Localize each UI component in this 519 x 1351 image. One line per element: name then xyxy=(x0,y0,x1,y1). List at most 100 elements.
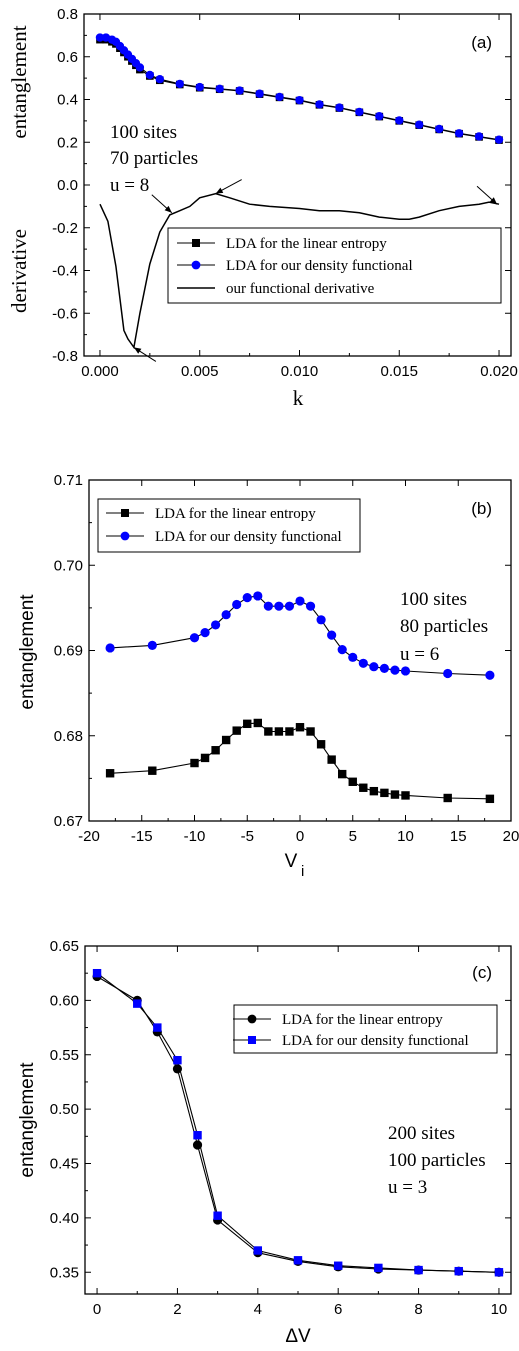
panel-c-annotation-particles: 100 particles xyxy=(388,1150,486,1171)
panel-c-point-lda-for-our-density-functional xyxy=(193,1131,202,1140)
panel-a-legend: LDA for the linear entropy LDA for our d… xyxy=(167,227,502,304)
panel-b-point-lda-for-our-density-functional xyxy=(200,627,210,638)
panel-a-ytick-label: -0.2 xyxy=(52,220,78,237)
panel-a-ytick-label: -0.6 xyxy=(52,305,78,322)
panel-b-point-lda-for-the-linear-entropy xyxy=(390,790,400,799)
panel-a-xtick-label: 0.020 xyxy=(480,363,518,380)
panel-c-point-lda-for-our-density-functional xyxy=(494,1268,504,1277)
panel-c-annotations: 200 sites 100 particles u = 3 xyxy=(388,1123,486,1198)
panel-b-point-lda-for-our-density-functional xyxy=(358,658,368,668)
panel-b-point-lda-for-the-linear-entropy xyxy=(359,783,368,792)
panel-a-xtick-label: 0.010 xyxy=(281,363,319,380)
panel-a-point-lda-for-our-density-functional xyxy=(145,70,155,80)
panel-b-annotation-particles: 80 particles xyxy=(400,616,488,637)
panel-c-plot-frame xyxy=(84,945,512,1295)
panel-c-point-lda-for-our-density-functional xyxy=(153,1023,162,1032)
panel-b-point-lda-for-our-density-functional xyxy=(348,652,358,662)
panel-b-point-lda-for-the-linear-entropy xyxy=(253,718,262,728)
panel-b-legend-box xyxy=(97,498,361,553)
panel-c-point-lda-for-our-density-functional xyxy=(213,1211,222,1220)
panel-c-point-lda-for-our-density-functional xyxy=(333,1261,343,1270)
panel-a-legend-label-linear-entropy: LDA for the linear entropy xyxy=(226,236,387,252)
panel-c-xtick-label: 0 xyxy=(93,1301,101,1318)
panel-c-point-lda-for-our-density-functional xyxy=(454,1266,463,1276)
panel-a-point-lda-for-our-density-functional xyxy=(434,124,444,134)
panel-b-point-lda-for-the-linear-entropy xyxy=(221,735,231,745)
panel-b-point-lda-for-our-density-functional xyxy=(390,665,400,675)
panel-b-point-lda-for-the-linear-entropy xyxy=(338,769,347,779)
panel-a-legend-label-density-functional: LDA for our density functional xyxy=(226,258,413,274)
panel-b-point-lda-for-our-density-functional xyxy=(263,601,273,611)
panel-b-point-lda-for-the-linear-entropy xyxy=(285,727,294,736)
panel-b-point-lda-for-the-linear-entropy xyxy=(485,794,495,804)
panel-a-ytick-label: 0.0 xyxy=(57,177,78,194)
panel-b-point-lda-for-the-linear-entropy xyxy=(200,753,210,763)
panel-a-point-lda-for-our-density-functional xyxy=(255,89,264,98)
panel-b-xtick-label: 20 xyxy=(503,828,519,845)
panel-b-point-lda-for-the-linear-entropy xyxy=(295,723,305,732)
panel-c-point-lda-for-our-density-functional xyxy=(173,1055,182,1065)
panel-b-xtick-label: -5 xyxy=(241,828,254,845)
panel-b-point-lda-for-our-density-functional xyxy=(221,610,231,620)
panel-a-point-lda-for-our-density-functional xyxy=(335,103,344,112)
panel-a-xlabel: k xyxy=(293,386,304,410)
panel-c-point-lda-for-our-density-functional xyxy=(253,1246,263,1255)
panel-b-annotation-u: u = 6 xyxy=(400,644,439,665)
panel-a-point-lda-for-our-density-functional xyxy=(395,116,404,125)
panel-b-annotation-sites: 100 sites xyxy=(400,589,467,610)
panel-a-ytick-label: 0.8 xyxy=(57,6,78,23)
panel-c-ytick-label: 0.60 xyxy=(50,992,79,1009)
panel-a-arrow-head xyxy=(164,205,172,213)
panel-b-point-lda-for-the-linear-entropy xyxy=(243,719,252,729)
panel-c-legend-marker-lda-for-the-linear-entropy xyxy=(247,1014,257,1024)
panel-a-annotation-sites: 100 sites xyxy=(110,122,177,143)
panel-c-xlabel: ΔV xyxy=(285,1326,311,1347)
panel-a-arrow-head xyxy=(489,197,497,205)
panel-b-xtick-label: -15 xyxy=(131,828,153,845)
panel-b-xtick-label: 15 xyxy=(450,828,467,845)
panel-a-ytick-label: 0.2 xyxy=(57,134,78,151)
panel-c-ytick-label: 0.45 xyxy=(50,1156,79,1173)
panel-a-ylabel-top: entanglement xyxy=(7,25,31,138)
panel-a-point-lda-for-our-density-functional xyxy=(195,82,204,92)
panel-b-point-lda-for-our-density-functional xyxy=(189,633,200,643)
panel-c-xtick-label: 2 xyxy=(173,1301,181,1318)
panel-b-point-lda-for-the-linear-entropy xyxy=(327,755,336,764)
panel-b-ytick-label: 0.68 xyxy=(54,728,83,745)
panel-a-point-lda-for-our-density-functional xyxy=(235,86,244,95)
panel-a-ytick-label: -0.4 xyxy=(52,263,78,280)
panel-b-point-lda-for-the-linear-entropy xyxy=(401,791,410,800)
panel-c-chart: 0 2 4 6 8 100.350.400.450.500.550.600.65 (c) … xyxy=(17,938,512,1347)
panel-a-point-lda-for-our-density-functional xyxy=(275,92,284,102)
panel-c-point-lda-for-our-density-functional xyxy=(374,1263,383,1273)
panel-b-point-lda-for-our-density-functional xyxy=(232,599,242,610)
panel-a-xtick-label: 0.015 xyxy=(380,363,418,380)
panel-b-xtick-label: 5 xyxy=(349,828,357,845)
panel-c-ytick-label: 0.50 xyxy=(50,1101,79,1118)
panel-b-legend-label-density-functional: LDA for our density functional xyxy=(155,529,342,545)
panel-b-point-lda-for-the-linear-entropy xyxy=(380,788,389,798)
panel-c-legend-label-density-functional: LDA for our density functional xyxy=(282,1033,469,1049)
panel-c-ytick-label: 0.40 xyxy=(50,1210,79,1227)
panel-b-point-lda-for-our-density-functional xyxy=(105,643,115,653)
panel-a-arrow-head xyxy=(133,347,142,354)
panel-a-xtick-label: 0.005 xyxy=(181,363,219,380)
panel-a-legend-marker-lda-for-the-linear-entropy xyxy=(192,239,200,247)
panel-b-point-lda-for-our-density-functional xyxy=(242,593,252,603)
panel-b-point-lda-for-the-linear-entropy xyxy=(148,766,157,775)
panel-b-point-lda-for-our-density-functional xyxy=(316,615,326,625)
panel-a-point-lda-for-our-density-functional xyxy=(415,120,424,129)
panel-c-annotation-sites: 200 sites xyxy=(388,1123,455,1144)
panel-b-point-lda-for-our-density-functional xyxy=(253,591,263,601)
panel-b-ytick-label: 0.70 xyxy=(54,557,83,574)
panel-b-xlabel-subscript: i xyxy=(301,863,304,880)
panel-c-annotation-u: u = 3 xyxy=(388,1177,427,1198)
panel-a-point-lda-for-our-density-functional xyxy=(355,107,364,117)
panel-c-point-lda-for-our-density-functional xyxy=(92,968,102,978)
panel-c-point-lda-for-our-density-functional xyxy=(133,999,142,1008)
panel-b-point-lda-for-our-density-functional xyxy=(443,668,453,679)
panel-b-point-lda-for-our-density-functional xyxy=(305,601,316,611)
panel-c-ytick-label: 0.55 xyxy=(50,1047,79,1064)
panel-c-ytick-label: 0.35 xyxy=(50,1264,79,1281)
